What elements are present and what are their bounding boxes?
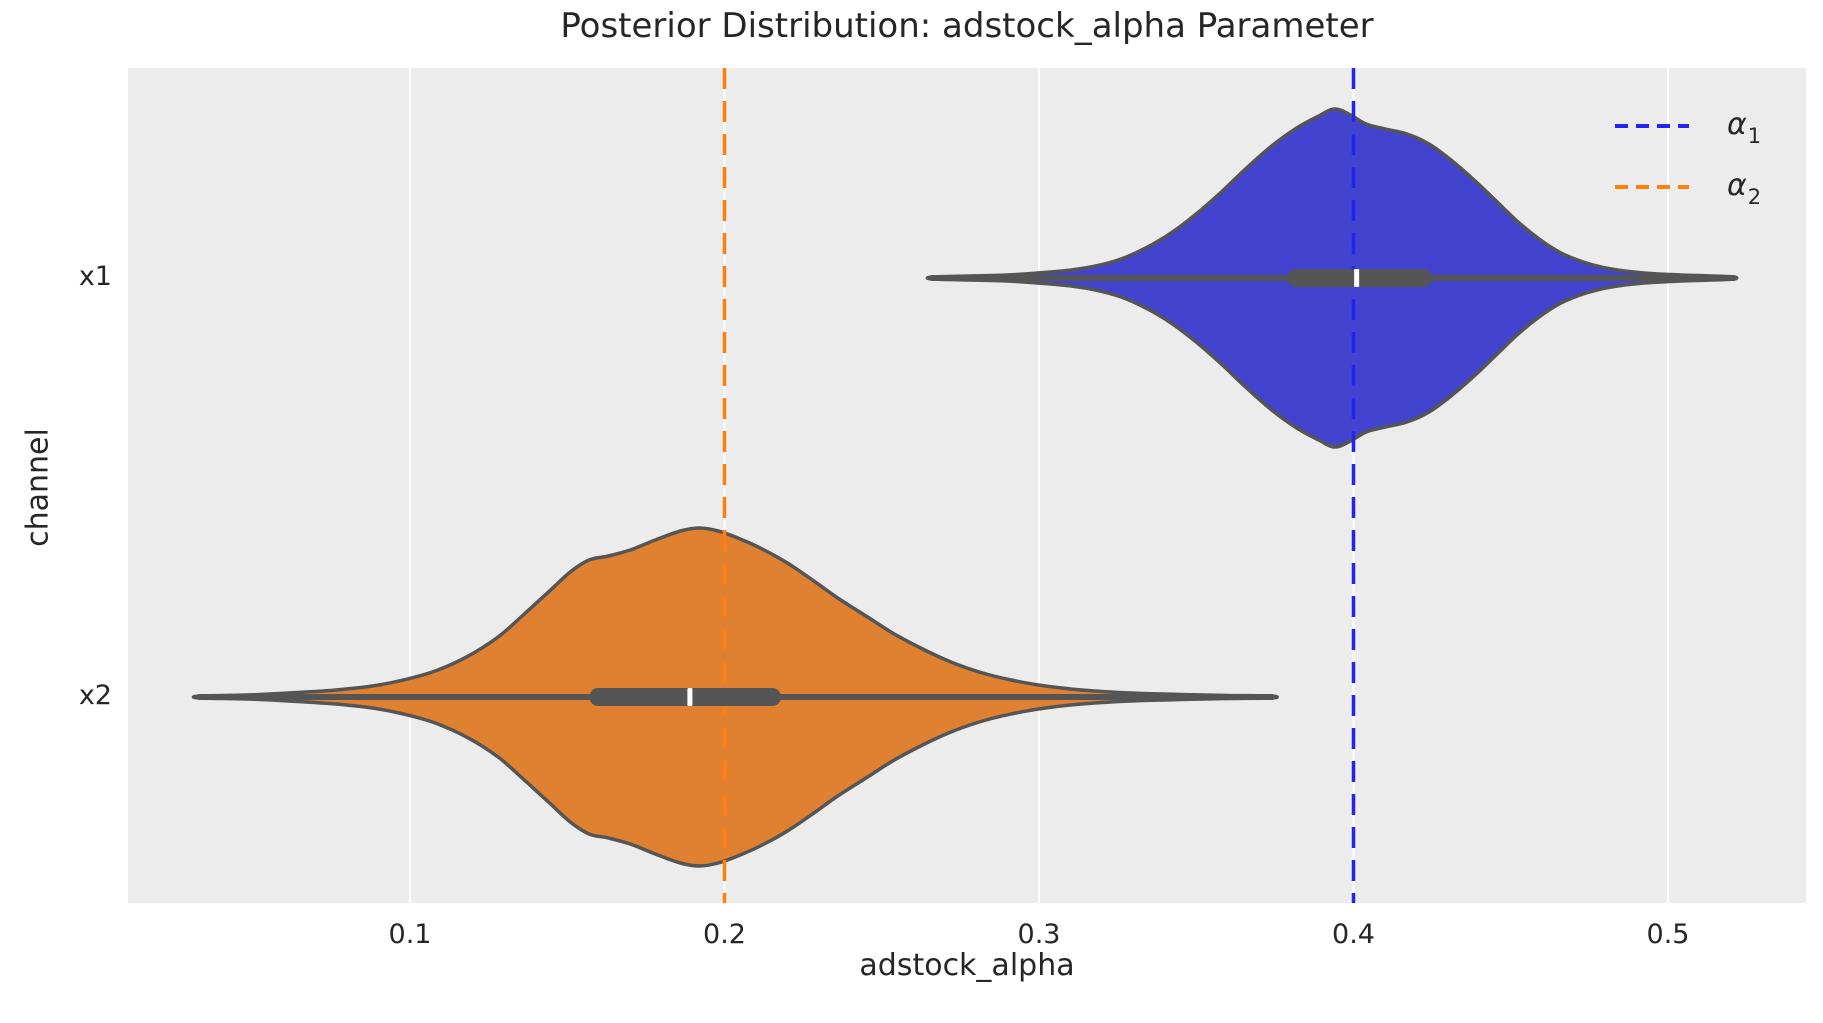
x-tick-label-0.4: 0.4	[1332, 919, 1375, 950]
x-tick-label-0.1: 0.1	[388, 919, 432, 950]
axes-background	[128, 68, 1806, 903]
legend-item-alpha1: α1	[1613, 102, 1762, 150]
legend-item-alpha2: α2	[1613, 163, 1762, 211]
iqr-box-x1	[1287, 269, 1433, 287]
chart-title: Posterior Distribution: adstock_alpha Pa…	[560, 6, 1374, 46]
x-tick-label-0.2: 0.2	[703, 919, 746, 950]
median-tick-x1	[1354, 269, 1360, 287]
legend: α1 α2	[1613, 102, 1762, 224]
y-tick-label-x1: x1	[78, 261, 112, 292]
y-tick-label-x2: x2	[78, 680, 112, 711]
legend-label-alpha1: α1	[1727, 106, 1762, 148]
alpha2-dashed-line-sample	[1615, 185, 1689, 189]
iqr-box-x2	[589, 688, 782, 706]
x-tick-label-0.5: 0.5	[1646, 919, 1690, 950]
y-axis-label: channel	[20, 428, 56, 547]
x-axis-label: adstock_alpha	[859, 948, 1075, 983]
x-tick-label-0.3: 0.3	[1017, 919, 1061, 950]
median-tick-x2	[687, 688, 693, 706]
legend-label-alpha2: α2	[1727, 167, 1762, 209]
alpha1-dashed-line-sample	[1615, 124, 1689, 128]
